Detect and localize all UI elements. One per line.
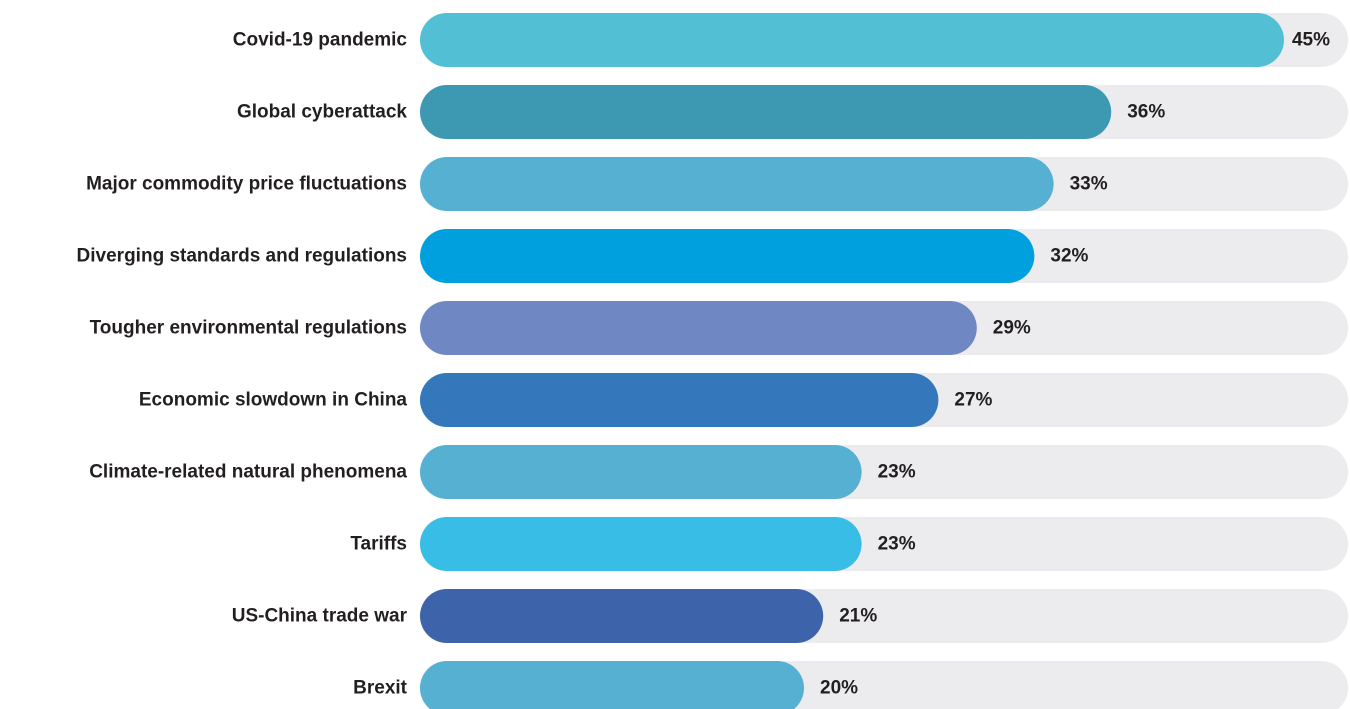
category-label: Economic slowdown in China bbox=[139, 390, 408, 411]
category-label: Tougher environmental regulations bbox=[90, 318, 407, 339]
category-label: Climate-related natural phenomena bbox=[89, 462, 407, 483]
value-label: 32% bbox=[1050, 246, 1088, 267]
bar bbox=[420, 157, 1054, 211]
bar bbox=[420, 13, 1284, 67]
category-label: Tariffs bbox=[350, 534, 407, 555]
bar bbox=[420, 85, 1112, 139]
value-label: 29% bbox=[993, 318, 1031, 339]
bar bbox=[420, 373, 939, 427]
bar bbox=[420, 445, 862, 499]
bar bbox=[420, 589, 824, 643]
value-label: 45% bbox=[1292, 30, 1330, 51]
category-label: Diverging standards and regulations bbox=[77, 246, 407, 267]
value-label: 23% bbox=[878, 534, 916, 555]
category-label: US-China trade war bbox=[232, 606, 408, 627]
bar bbox=[420, 661, 804, 709]
bar bbox=[420, 301, 977, 355]
category-label: Brexit bbox=[353, 678, 408, 699]
value-label: 33% bbox=[1070, 174, 1108, 195]
category-label: Covid-19 pandemic bbox=[233, 30, 408, 51]
value-label: 23% bbox=[878, 462, 916, 483]
category-label: Major commodity price fluctuations bbox=[86, 174, 407, 195]
bar bbox=[420, 229, 1035, 283]
value-label: 36% bbox=[1127, 102, 1165, 123]
value-label: 27% bbox=[954, 390, 992, 411]
value-label: 20% bbox=[820, 678, 858, 699]
bar bbox=[420, 517, 862, 571]
value-label: 21% bbox=[839, 606, 877, 627]
category-label: Global cyberattack bbox=[237, 102, 407, 123]
